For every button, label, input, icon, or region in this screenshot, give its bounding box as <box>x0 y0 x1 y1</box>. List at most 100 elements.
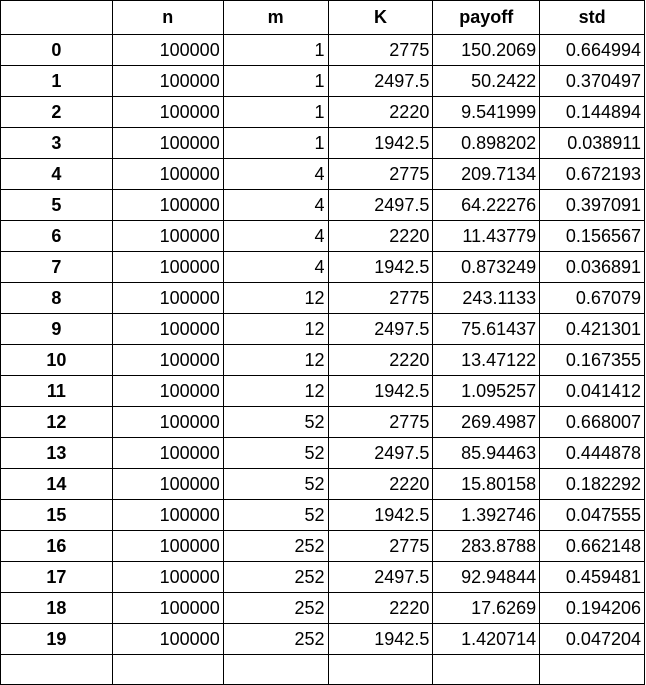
cell-n[interactable]: 100000 <box>111 623 224 655</box>
cell-n[interactable]: 100000 <box>111 34 224 66</box>
cell-index[interactable]: 15 <box>0 499 113 531</box>
cell-index[interactable]: 13 <box>0 437 113 469</box>
cell-m[interactable]: 252 <box>222 561 329 593</box>
cell-empty[interactable] <box>432 654 541 685</box>
cell-m[interactable]: 52 <box>222 468 329 500</box>
cell-n[interactable]: 100000 <box>111 592 224 624</box>
cell-empty[interactable] <box>111 654 224 685</box>
cell-std[interactable]: 0.036891 <box>539 251 645 283</box>
cell-m[interactable]: 12 <box>222 344 329 376</box>
cell-k[interactable]: 2775 <box>327 158 434 190</box>
cell-index[interactable]: 1 <box>0 65 113 97</box>
cell-n[interactable]: 100000 <box>111 406 224 438</box>
cell-n[interactable]: 100000 <box>111 189 224 221</box>
cell-k[interactable]: 2220 <box>327 592 434 624</box>
cell-std[interactable]: 0.156567 <box>539 220 645 252</box>
cell-payoff[interactable]: 64.22276 <box>432 189 541 221</box>
cell-index[interactable]: 7 <box>0 251 113 283</box>
cell-std[interactable]: 0.662148 <box>539 530 645 562</box>
cell-k[interactable]: 2775 <box>327 34 434 66</box>
cell-n[interactable]: 100000 <box>111 437 224 469</box>
header-cell-index[interactable] <box>0 0 113 35</box>
cell-m[interactable]: 52 <box>222 437 329 469</box>
cell-k[interactable]: 2497.5 <box>327 561 434 593</box>
cell-payoff[interactable]: 85.94463 <box>432 437 541 469</box>
cell-m[interactable]: 52 <box>222 406 329 438</box>
cell-std[interactable]: 0.672193 <box>539 158 645 190</box>
cell-index[interactable]: 0 <box>0 34 113 66</box>
cell-payoff[interactable]: 0.873249 <box>432 251 541 283</box>
cell-payoff[interactable]: 209.7134 <box>432 158 541 190</box>
cell-payoff[interactable]: 269.4987 <box>432 406 541 438</box>
cell-payoff[interactable]: 243.1133 <box>432 282 541 314</box>
cell-m[interactable]: 1 <box>222 34 329 66</box>
cell-std[interactable]: 0.182292 <box>539 468 645 500</box>
cell-k[interactable]: 2220 <box>327 468 434 500</box>
cell-k[interactable]: 1942.5 <box>327 499 434 531</box>
cell-index[interactable]: 8 <box>0 282 113 314</box>
cell-std[interactable]: 0.444878 <box>539 437 645 469</box>
cell-m[interactable]: 4 <box>222 251 329 283</box>
cell-payoff[interactable]: 0.898202 <box>432 127 541 159</box>
cell-k[interactable]: 2497.5 <box>327 437 434 469</box>
cell-k[interactable]: 1942.5 <box>327 623 434 655</box>
cell-std[interactable]: 0.459481 <box>539 561 645 593</box>
cell-k[interactable]: 1942.5 <box>327 127 434 159</box>
header-cell-k[interactable]: K <box>327 0 434 35</box>
cell-empty[interactable] <box>327 654 434 685</box>
cell-m[interactable]: 4 <box>222 220 329 252</box>
cell-m[interactable]: 252 <box>222 623 329 655</box>
cell-n[interactable]: 100000 <box>111 468 224 500</box>
cell-n[interactable]: 100000 <box>111 96 224 128</box>
header-cell-payoff[interactable]: payoff <box>432 0 541 35</box>
cell-m[interactable]: 4 <box>222 189 329 221</box>
cell-empty[interactable] <box>222 654 329 685</box>
cell-n[interactable]: 100000 <box>111 65 224 97</box>
cell-k[interactable]: 2497.5 <box>327 313 434 345</box>
cell-index[interactable]: 3 <box>0 127 113 159</box>
cell-m[interactable]: 252 <box>222 592 329 624</box>
cell-std[interactable]: 0.664994 <box>539 34 645 66</box>
cell-k[interactable]: 1942.5 <box>327 375 434 407</box>
cell-n[interactable]: 100000 <box>111 561 224 593</box>
cell-n[interactable]: 100000 <box>111 499 224 531</box>
cell-k[interactable]: 1942.5 <box>327 251 434 283</box>
cell-index[interactable]: 9 <box>0 313 113 345</box>
cell-k[interactable]: 2220 <box>327 344 434 376</box>
cell-payoff[interactable]: 17.6269 <box>432 592 541 624</box>
cell-std[interactable]: 0.397091 <box>539 189 645 221</box>
cell-n[interactable]: 100000 <box>111 344 224 376</box>
cell-index[interactable]: 4 <box>0 158 113 190</box>
cell-empty[interactable] <box>0 654 113 685</box>
cell-n[interactable]: 100000 <box>111 158 224 190</box>
cell-n[interactable]: 100000 <box>111 251 224 283</box>
cell-k[interactable]: 2775 <box>327 530 434 562</box>
cell-index[interactable]: 5 <box>0 189 113 221</box>
header-cell-m[interactable]: m <box>222 0 329 35</box>
cell-m[interactable]: 12 <box>222 375 329 407</box>
cell-payoff[interactable]: 75.61437 <box>432 313 541 345</box>
cell-std[interactable]: 0.144894 <box>539 96 645 128</box>
cell-m[interactable]: 1 <box>222 96 329 128</box>
cell-empty[interactable] <box>539 654 645 685</box>
cell-index[interactable]: 14 <box>0 468 113 500</box>
cell-k[interactable]: 2497.5 <box>327 189 434 221</box>
header-cell-n[interactable]: n <box>111 0 224 35</box>
cell-m[interactable]: 4 <box>222 158 329 190</box>
cell-m[interactable]: 1 <box>222 127 329 159</box>
cell-std[interactable]: 0.047555 <box>539 499 645 531</box>
cell-n[interactable]: 100000 <box>111 530 224 562</box>
cell-index[interactable]: 19 <box>0 623 113 655</box>
cell-index[interactable]: 2 <box>0 96 113 128</box>
cell-payoff[interactable]: 15.80158 <box>432 468 541 500</box>
cell-std[interactable]: 0.67079 <box>539 282 645 314</box>
cell-k[interactable]: 2775 <box>327 282 434 314</box>
cell-std[interactable]: 0.167355 <box>539 344 645 376</box>
cell-std[interactable]: 0.668007 <box>539 406 645 438</box>
cell-payoff[interactable]: 283.8788 <box>432 530 541 562</box>
cell-payoff[interactable]: 1.095257 <box>432 375 541 407</box>
cell-payoff[interactable]: 1.420714 <box>432 623 541 655</box>
cell-m[interactable]: 12 <box>222 313 329 345</box>
cell-n[interactable]: 100000 <box>111 375 224 407</box>
cell-index[interactable]: 16 <box>0 530 113 562</box>
